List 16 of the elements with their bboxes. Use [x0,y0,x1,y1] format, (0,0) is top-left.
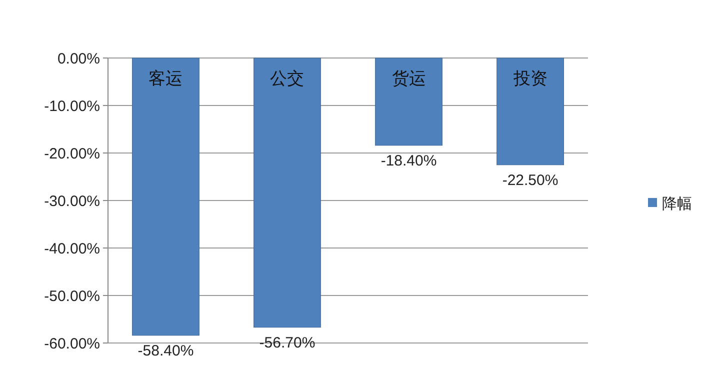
y-tick-label: -40.00% [44,240,100,258]
x-tick-label: 投资 [512,69,548,88]
y-tick-label: -50.00% [44,288,100,305]
y-tick-label: -30.00% [44,192,100,210]
data-label: -18.40% [380,152,437,170]
data-label: -22.50% [502,172,558,189]
x-tick-label: 客运 [148,69,183,88]
x-tick-label: 货运 [392,69,426,88]
legend-label: 降幅 [662,195,692,212]
y-tick-label: -60.00% [44,335,100,352]
y-tick-label: -10.00% [44,98,100,115]
y-tick-label: -20.00% [44,145,100,162]
x-tick-label: 公交 [270,69,304,88]
data-label: -58.40% [138,342,194,360]
data-label: -56.70% [259,334,316,352]
y-tick-label: 0.00% [57,50,100,68]
